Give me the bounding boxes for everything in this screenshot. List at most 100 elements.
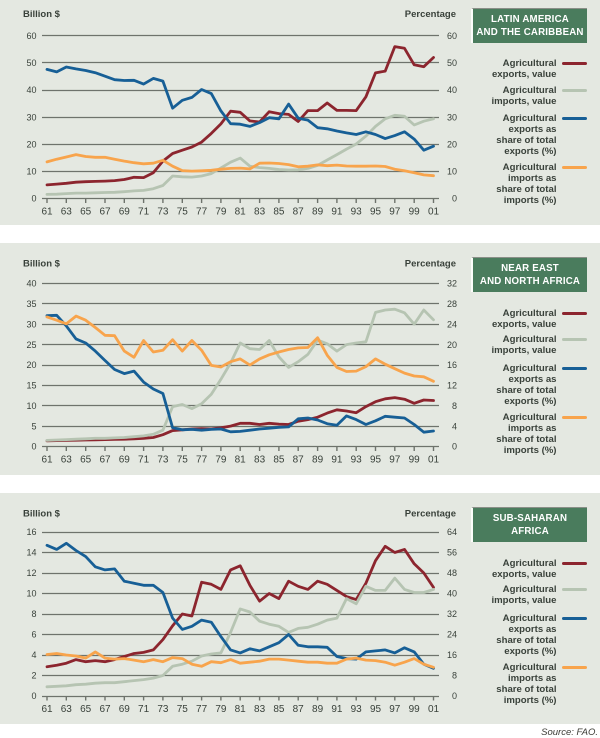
svg-text:Billion $: Billion $ bbox=[23, 259, 61, 270]
svg-text:30: 30 bbox=[447, 112, 457, 122]
svg-text:20: 20 bbox=[26, 140, 36, 150]
svg-text:97: 97 bbox=[389, 704, 401, 715]
svg-text:10: 10 bbox=[26, 589, 36, 599]
svg-text:89: 89 bbox=[312, 455, 324, 466]
svg-text:73: 73 bbox=[157, 207, 169, 218]
svg-text:83: 83 bbox=[254, 207, 266, 218]
svg-text:40: 40 bbox=[447, 85, 457, 95]
svg-text:77: 77 bbox=[196, 207, 208, 218]
svg-text:69: 69 bbox=[119, 704, 131, 715]
svg-text:6: 6 bbox=[31, 630, 36, 640]
svg-text:8: 8 bbox=[452, 401, 457, 411]
svg-text:16: 16 bbox=[26, 527, 36, 537]
svg-text:20: 20 bbox=[26, 360, 36, 370]
svg-text:75: 75 bbox=[177, 207, 189, 218]
svg-text:01: 01 bbox=[428, 207, 440, 218]
svg-text:81: 81 bbox=[235, 455, 247, 466]
svg-text:83: 83 bbox=[254, 704, 266, 715]
svg-text:60: 60 bbox=[447, 31, 457, 41]
svg-text:61: 61 bbox=[41, 704, 53, 715]
svg-text:75: 75 bbox=[177, 704, 189, 715]
svg-text:40: 40 bbox=[447, 589, 457, 599]
svg-text:Percentage: Percentage bbox=[405, 9, 456, 20]
svg-text:73: 73 bbox=[157, 455, 169, 466]
svg-text:81: 81 bbox=[235, 207, 247, 218]
svg-text:14: 14 bbox=[26, 548, 36, 558]
svg-text:87: 87 bbox=[293, 207, 305, 218]
svg-text:0: 0 bbox=[31, 194, 36, 204]
svg-text:95: 95 bbox=[370, 704, 382, 715]
svg-text:65: 65 bbox=[80, 207, 92, 218]
svg-text:24: 24 bbox=[447, 630, 457, 640]
svg-text:65: 65 bbox=[80, 455, 92, 466]
svg-text:65: 65 bbox=[80, 704, 92, 715]
svg-text:93: 93 bbox=[351, 455, 363, 466]
svg-text:67: 67 bbox=[99, 455, 111, 466]
svg-text:97: 97 bbox=[389, 207, 401, 218]
svg-text:10: 10 bbox=[447, 167, 457, 177]
svg-text:81: 81 bbox=[235, 704, 247, 715]
svg-text:30: 30 bbox=[26, 320, 36, 330]
svg-text:4: 4 bbox=[31, 650, 36, 660]
svg-text:89: 89 bbox=[312, 704, 324, 715]
svg-text:32: 32 bbox=[447, 279, 457, 289]
svg-text:63: 63 bbox=[61, 207, 73, 218]
svg-text:97: 97 bbox=[389, 455, 401, 466]
svg-text:01: 01 bbox=[428, 704, 440, 715]
svg-text:85: 85 bbox=[273, 455, 285, 466]
svg-text:0: 0 bbox=[31, 442, 36, 452]
svg-text:0: 0 bbox=[452, 691, 457, 701]
svg-text:12: 12 bbox=[26, 568, 36, 578]
svg-text:2: 2 bbox=[31, 671, 36, 681]
svg-text:30: 30 bbox=[26, 112, 36, 122]
svg-text:79: 79 bbox=[215, 455, 227, 466]
svg-text:77: 77 bbox=[196, 455, 208, 466]
svg-text:91: 91 bbox=[331, 455, 343, 466]
svg-text:24: 24 bbox=[447, 320, 457, 330]
svg-text:25: 25 bbox=[26, 340, 36, 350]
svg-text:83: 83 bbox=[254, 455, 266, 466]
svg-text:Percentage: Percentage bbox=[405, 259, 456, 270]
svg-text:79: 79 bbox=[215, 207, 227, 218]
svg-text:16: 16 bbox=[447, 650, 457, 660]
svg-text:01: 01 bbox=[428, 455, 440, 466]
svg-text:95: 95 bbox=[370, 207, 382, 218]
svg-text:67: 67 bbox=[99, 207, 111, 218]
svg-text:99: 99 bbox=[409, 704, 421, 715]
svg-text:40: 40 bbox=[26, 279, 36, 289]
svg-text:61: 61 bbox=[41, 207, 53, 218]
svg-text:91: 91 bbox=[331, 704, 343, 715]
svg-text:73: 73 bbox=[157, 704, 169, 715]
svg-text:93: 93 bbox=[351, 207, 363, 218]
svg-text:95: 95 bbox=[370, 455, 382, 466]
svg-text:12: 12 bbox=[447, 381, 457, 391]
svg-text:85: 85 bbox=[273, 207, 285, 218]
svg-text:28: 28 bbox=[447, 299, 457, 309]
svg-text:69: 69 bbox=[119, 455, 131, 466]
svg-text:85: 85 bbox=[273, 704, 285, 715]
svg-text:50: 50 bbox=[26, 58, 36, 68]
svg-text:89: 89 bbox=[312, 207, 324, 218]
svg-text:20: 20 bbox=[447, 340, 457, 350]
svg-text:99: 99 bbox=[409, 455, 421, 466]
svg-text:8: 8 bbox=[31, 609, 36, 619]
svg-text:8: 8 bbox=[452, 671, 457, 681]
svg-text:99: 99 bbox=[409, 207, 421, 218]
svg-text:20: 20 bbox=[447, 140, 457, 150]
svg-text:5: 5 bbox=[31, 421, 36, 431]
svg-text:71: 71 bbox=[138, 704, 150, 715]
svg-text:4: 4 bbox=[452, 421, 457, 431]
svg-text:79: 79 bbox=[215, 704, 227, 715]
svg-text:16: 16 bbox=[447, 360, 457, 370]
svg-text:64: 64 bbox=[447, 527, 457, 537]
svg-text:75: 75 bbox=[177, 455, 189, 466]
svg-text:32: 32 bbox=[447, 609, 457, 619]
svg-text:0: 0 bbox=[31, 691, 36, 701]
svg-text:87: 87 bbox=[293, 704, 305, 715]
svg-text:77: 77 bbox=[196, 704, 208, 715]
svg-text:48: 48 bbox=[447, 568, 457, 578]
svg-text:69: 69 bbox=[119, 207, 131, 218]
svg-text:56: 56 bbox=[447, 548, 457, 558]
svg-text:60: 60 bbox=[26, 31, 36, 41]
svg-text:71: 71 bbox=[138, 455, 150, 466]
